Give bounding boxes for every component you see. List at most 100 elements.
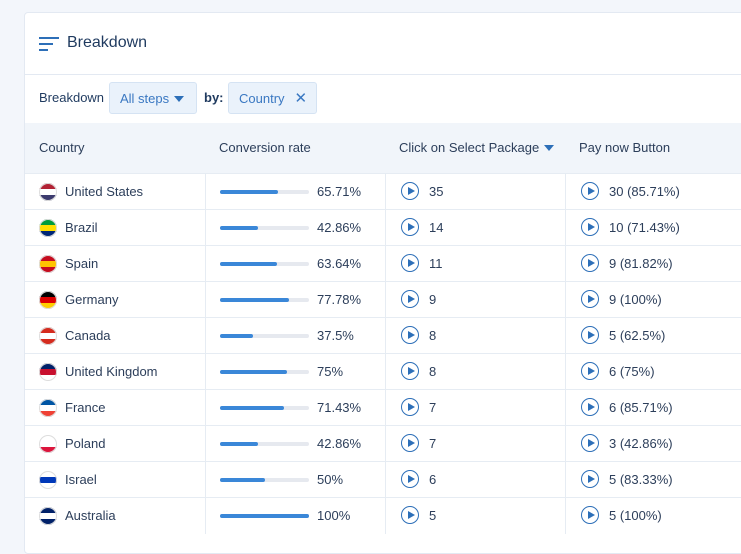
conversion-track: [220, 370, 309, 374]
play-button[interactable]: [401, 290, 419, 308]
conversion-bar: [220, 514, 309, 518]
play-button[interactable]: [401, 326, 419, 344]
play-button[interactable]: [401, 398, 419, 416]
conversion-track: [220, 514, 309, 518]
page: {"header":{"title":"Breakdown"}, "filter…: [24, 12, 741, 554]
play-button[interactable]: [401, 362, 419, 380]
filter-label: Breakdown: [39, 90, 105, 105]
play-button[interactable]: [581, 434, 599, 452]
country-name: Australia: [65, 508, 116, 523]
play-button[interactable]: [581, 290, 599, 308]
conversion-rate: 77.78%: [317, 292, 362, 307]
column-divider: [565, 498, 566, 534]
conversion-rate: 63.64%: [317, 256, 362, 271]
pay-count: 5 (100%): [609, 508, 662, 523]
flag-icon: [39, 399, 57, 417]
conversion-bar: [220, 478, 265, 482]
pay-count: 10 (71.43%): [609, 220, 680, 235]
by-label: by:: [204, 90, 224, 105]
column-divider: [205, 282, 206, 318]
column-header[interactable]: Country: [39, 140, 85, 155]
play-button[interactable]: [581, 362, 599, 380]
column-divider: [205, 246, 206, 282]
play-button[interactable]: [401, 506, 419, 524]
conversion-rate: 75%: [317, 364, 344, 379]
column-divider: [385, 462, 386, 498]
column-divider: [205, 174, 206, 210]
conversion-track: [220, 406, 309, 410]
conversion-track: [220, 190, 309, 194]
column-header[interactable]: Click on Select Package: [399, 140, 554, 155]
table-row: Canada 37.5% 8 5 (62.5%): [25, 317, 741, 354]
play-button[interactable]: [581, 326, 599, 344]
click-count: 8: [429, 328, 437, 343]
pay-count: 6 (85.71%): [609, 400, 673, 415]
country-name: France: [65, 400, 106, 415]
card-title: Breakdown: [67, 34, 148, 51]
column-divider: [205, 210, 206, 246]
pay-count: 9 (81.82%): [609, 256, 673, 271]
column-divider: [205, 462, 206, 498]
click-count: 11: [429, 256, 443, 271]
flag-icon: [39, 219, 57, 237]
table-row: Brazil 42.86% 14 10 (71.43%): [25, 209, 741, 246]
flag-icon: [39, 327, 57, 345]
dimension-chip[interactable]: Country ✕: [228, 82, 317, 114]
click-count: 8: [429, 364, 437, 379]
click-count: 6: [429, 472, 437, 487]
conversion-bar: [220, 298, 290, 302]
play-button[interactable]: [581, 218, 599, 236]
play-button[interactable]: [401, 218, 419, 236]
table-row: France 71.43% 7 6 (85.71%): [25, 389, 741, 426]
column-divider: [205, 354, 206, 390]
play-button[interactable]: [401, 470, 419, 488]
conversion-track: [220, 262, 309, 266]
pay-count: 3 (42.86%): [609, 436, 673, 451]
play-button[interactable]: [581, 470, 599, 488]
conversion-bar: [220, 406, 284, 410]
conversion-track: [220, 226, 309, 230]
conversion-bar: [220, 262, 277, 266]
column-header[interactable]: Conversion rate: [219, 140, 311, 155]
conversion-track: [220, 442, 309, 446]
pay-count: 6 (75%): [609, 364, 655, 379]
click-count: 5: [429, 508, 437, 523]
country-name: Spain: [65, 256, 99, 271]
column-divider: [205, 498, 206, 534]
column-header[interactable]: Pay now Button: [579, 140, 671, 155]
play-button[interactable]: [581, 398, 599, 416]
conversion-rate: 42.86%: [317, 220, 362, 235]
pay-count: 9 (100%): [609, 292, 662, 307]
flag-icon: [39, 255, 57, 273]
pay-count: 30 (85.71%): [609, 184, 680, 199]
conversion-bar: [220, 370, 287, 374]
column-divider: [385, 210, 386, 246]
conversion-rate: 37.5%: [317, 328, 354, 343]
table-header: Country Conversion rate Click on Select Pa…: [25, 123, 741, 173]
column-divider: [385, 498, 386, 534]
column-divider: [385, 318, 386, 354]
country-name: United States: [65, 184, 144, 199]
column-divider: [565, 390, 566, 426]
play-button[interactable]: [401, 182, 419, 200]
play-button[interactable]: [401, 254, 419, 272]
play-button[interactable]: [401, 434, 419, 452]
caret: [174, 96, 185, 102]
click-count: 7: [429, 436, 437, 451]
conversion-rate: 50%: [317, 472, 344, 487]
play-button[interactable]: [581, 254, 599, 272]
column-divider: [385, 426, 386, 462]
click-count: 14: [429, 220, 444, 235]
column-divider: [385, 282, 386, 318]
column-divider: [385, 390, 386, 426]
conversion-bar: [220, 226, 259, 230]
remove-icon[interactable]: ✕: [294, 90, 308, 107]
column-divider: [565, 426, 566, 462]
steps-dropdown[interactable]: All steps: [109, 82, 197, 114]
column-divider: [565, 246, 566, 282]
play-button[interactable]: [581, 182, 599, 200]
table-row: Australia 100% 5 5 (100%): [25, 497, 741, 534]
column-divider: [385, 246, 386, 282]
flag-icon: [39, 507, 57, 525]
play-button[interactable]: [581, 506, 599, 524]
